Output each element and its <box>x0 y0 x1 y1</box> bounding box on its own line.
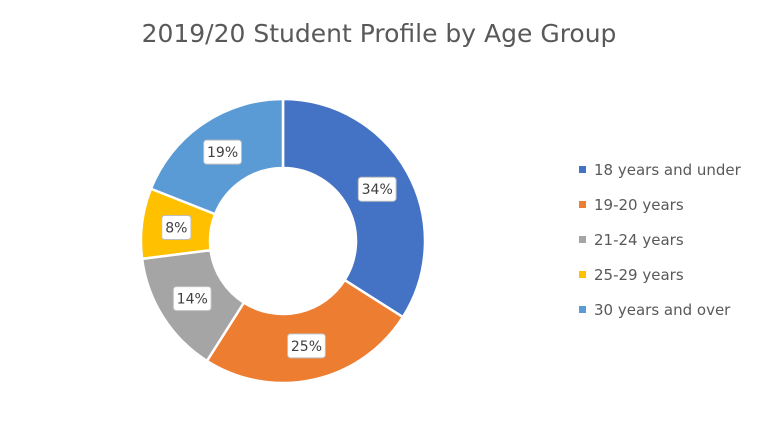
legend-item-25-29-years: 25-29 years <box>579 266 684 284</box>
doughnut-slices <box>139 97 427 385</box>
legend-swatch <box>579 306 586 313</box>
data-label-text: 25% <box>291 339 322 355</box>
legend-swatch <box>579 271 586 278</box>
data-label-text: 14% <box>177 292 208 308</box>
data-labels: 34% 25% 14% 8% 19% <box>161 139 397 359</box>
legend-label: 19-20 years <box>594 196 684 214</box>
legend-item-30-years-and-over: 30 years and over <box>579 301 731 319</box>
data-label-box <box>161 215 192 241</box>
legend-item-21-24-years: 21-24 years <box>579 231 684 249</box>
data-label-21-24-years: 14% <box>172 286 212 312</box>
chart-title: 2019/20 Student Profile by Age Group <box>142 19 617 48</box>
data-label-text: 8% <box>165 221 187 237</box>
legend-swatch <box>579 201 586 208</box>
legend-swatch <box>579 236 586 243</box>
legend-item-18-years-and-under: 18 years and under <box>579 161 742 179</box>
data-label-text: 34% <box>362 182 393 198</box>
data-label-19-20-years: 25% <box>287 333 326 359</box>
slice-18-years-and-under <box>281 97 427 319</box>
data-label-box <box>172 286 212 312</box>
data-label-text: 19% <box>207 145 238 161</box>
data-label-box <box>357 176 397 202</box>
legend-label: 18 years and under <box>594 161 742 179</box>
data-label-box <box>203 139 242 165</box>
legend-item-19-20-years: 19-20 years <box>579 196 684 214</box>
legend-swatch <box>579 166 586 173</box>
data-label-18-years-and-under: 34% <box>357 176 397 202</box>
legend-label: 25-29 years <box>594 266 684 284</box>
slice-19-20-years <box>205 278 405 385</box>
legend: 18 years and under 19-20 years 21-24 years… <box>579 161 742 319</box>
data-label-25-29-years: 8% <box>161 215 192 241</box>
data-label-30-years-and-over: 19% <box>203 139 242 165</box>
legend-label: 30 years and over <box>594 301 731 319</box>
legend-label: 21-24 years <box>594 231 684 249</box>
data-label-box <box>287 333 326 359</box>
